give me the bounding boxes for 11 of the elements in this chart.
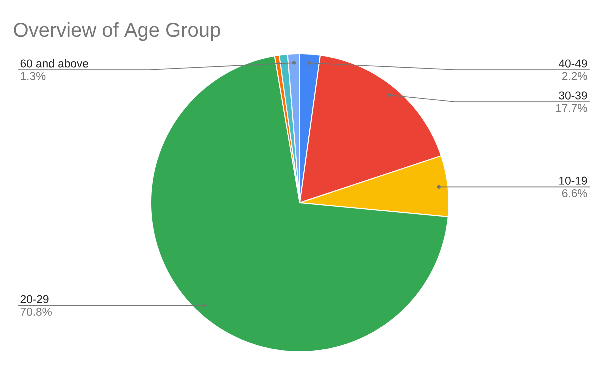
slice-label: 60 and above: [20, 59, 88, 68]
slice-label: 30-39: [559, 92, 588, 100]
data-label: 1.3%: [21, 72, 46, 80]
slice-label: 10-19: [560, 176, 588, 185]
slice-label: 40-49: [558, 60, 588, 68]
data-label: 6.6%: [562, 189, 588, 198]
data-label: 17.7%: [556, 104, 588, 112]
chart-title: Overview of Age Group: [14, 22, 220, 42]
slice-label: 20-29: [20, 295, 49, 304]
data-label: 70.8%: [20, 308, 52, 316]
data-label: 2.2%: [562, 72, 588, 80]
